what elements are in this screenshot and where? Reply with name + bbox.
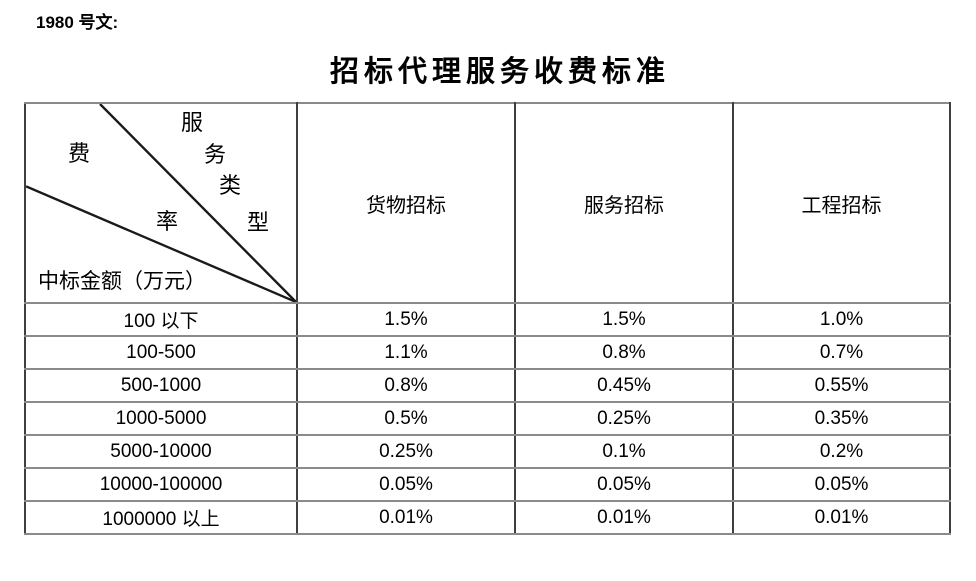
column-header-goods: 货物招标 [296,102,516,304]
table-row: 100-500 1.1% 0.8% 0.7% [24,335,951,370]
row-label: 1000-5000 [24,401,298,436]
row-label: 100-500 [24,335,298,370]
cell-services: 0.8% [514,335,734,370]
cell-engineering: 0.35% [732,401,951,436]
table-header-row: 服 务 类 型 费 率 中标金额（万元） 货物招标 服务招标 工程招标 [24,102,951,304]
cell-goods: 0.8% [296,368,516,403]
cell-services: 0.05% [514,467,734,502]
cell-goods: 0.5% [296,401,516,436]
cell-services: 0.1% [514,434,734,469]
row-label: 1000000 以上 [24,500,298,535]
row-label: 500-1000 [24,368,298,403]
cell-services: 1.5% [514,302,734,337]
diagonal-header-cell: 服 务 类 型 费 率 中标金额（万元） [24,102,298,304]
cell-engineering: 0.55% [732,368,951,403]
page-title: 招标代理服务收费标准 [329,56,670,88]
column-header-services: 服务招标 [514,102,734,304]
cell-services: 0.01% [514,500,734,535]
cell-engineering: 0.05% [732,467,951,502]
corner-label-rate-char: 率 [156,209,179,234]
corner-label-service-type-char: 类 [219,173,242,198]
cell-services: 0.25% [514,401,734,436]
cell-engineering: 0.2% [732,434,951,469]
fee-table: 服 务 类 型 费 率 中标金额（万元） 货物招标 服务招标 工程招标 100 … [24,102,951,535]
cell-goods: 0.25% [296,434,516,469]
row-label: 100 以下 [24,302,298,337]
cell-goods: 1.1% [296,335,516,370]
column-header-engineering: 工程招标 [732,102,951,304]
table-row: 100 以下 1.5% 1.5% 1.0% [24,302,951,337]
cell-goods: 1.5% [296,302,516,337]
cell-engineering: 0.7% [732,335,951,370]
table-row: 10000-100000 0.05% 0.05% 0.05% [24,467,951,502]
table-row: 5000-10000 0.25% 0.1% 0.2% [24,434,951,469]
corner-label-fee-char: 费 [68,141,91,166]
cell-goods: 0.05% [296,467,516,502]
cell-engineering: 0.01% [732,500,951,535]
row-label: 10000-100000 [24,467,298,502]
diagonal-divider-lines [26,104,296,302]
cell-services: 0.45% [514,368,734,403]
cell-goods: 0.01% [296,500,516,535]
table-row: 500-1000 0.8% 0.45% 0.55% [24,368,951,403]
corner-label-service-type-char: 服 [181,110,204,135]
cell-engineering: 1.0% [732,302,951,337]
table-row: 1000000 以上 0.01% 0.01% 0.01% [24,500,951,535]
table-row: 1000-5000 0.5% 0.25% 0.35% [24,401,951,436]
corner-label-service-type-char: 型 [247,210,270,235]
row-label: 5000-10000 [24,434,298,469]
corner-label-service-type-char: 务 [204,142,227,167]
corner-amount-label: 中标金额（万元） [38,269,206,293]
doc-number-label: 1980 号文: [36,13,119,32]
